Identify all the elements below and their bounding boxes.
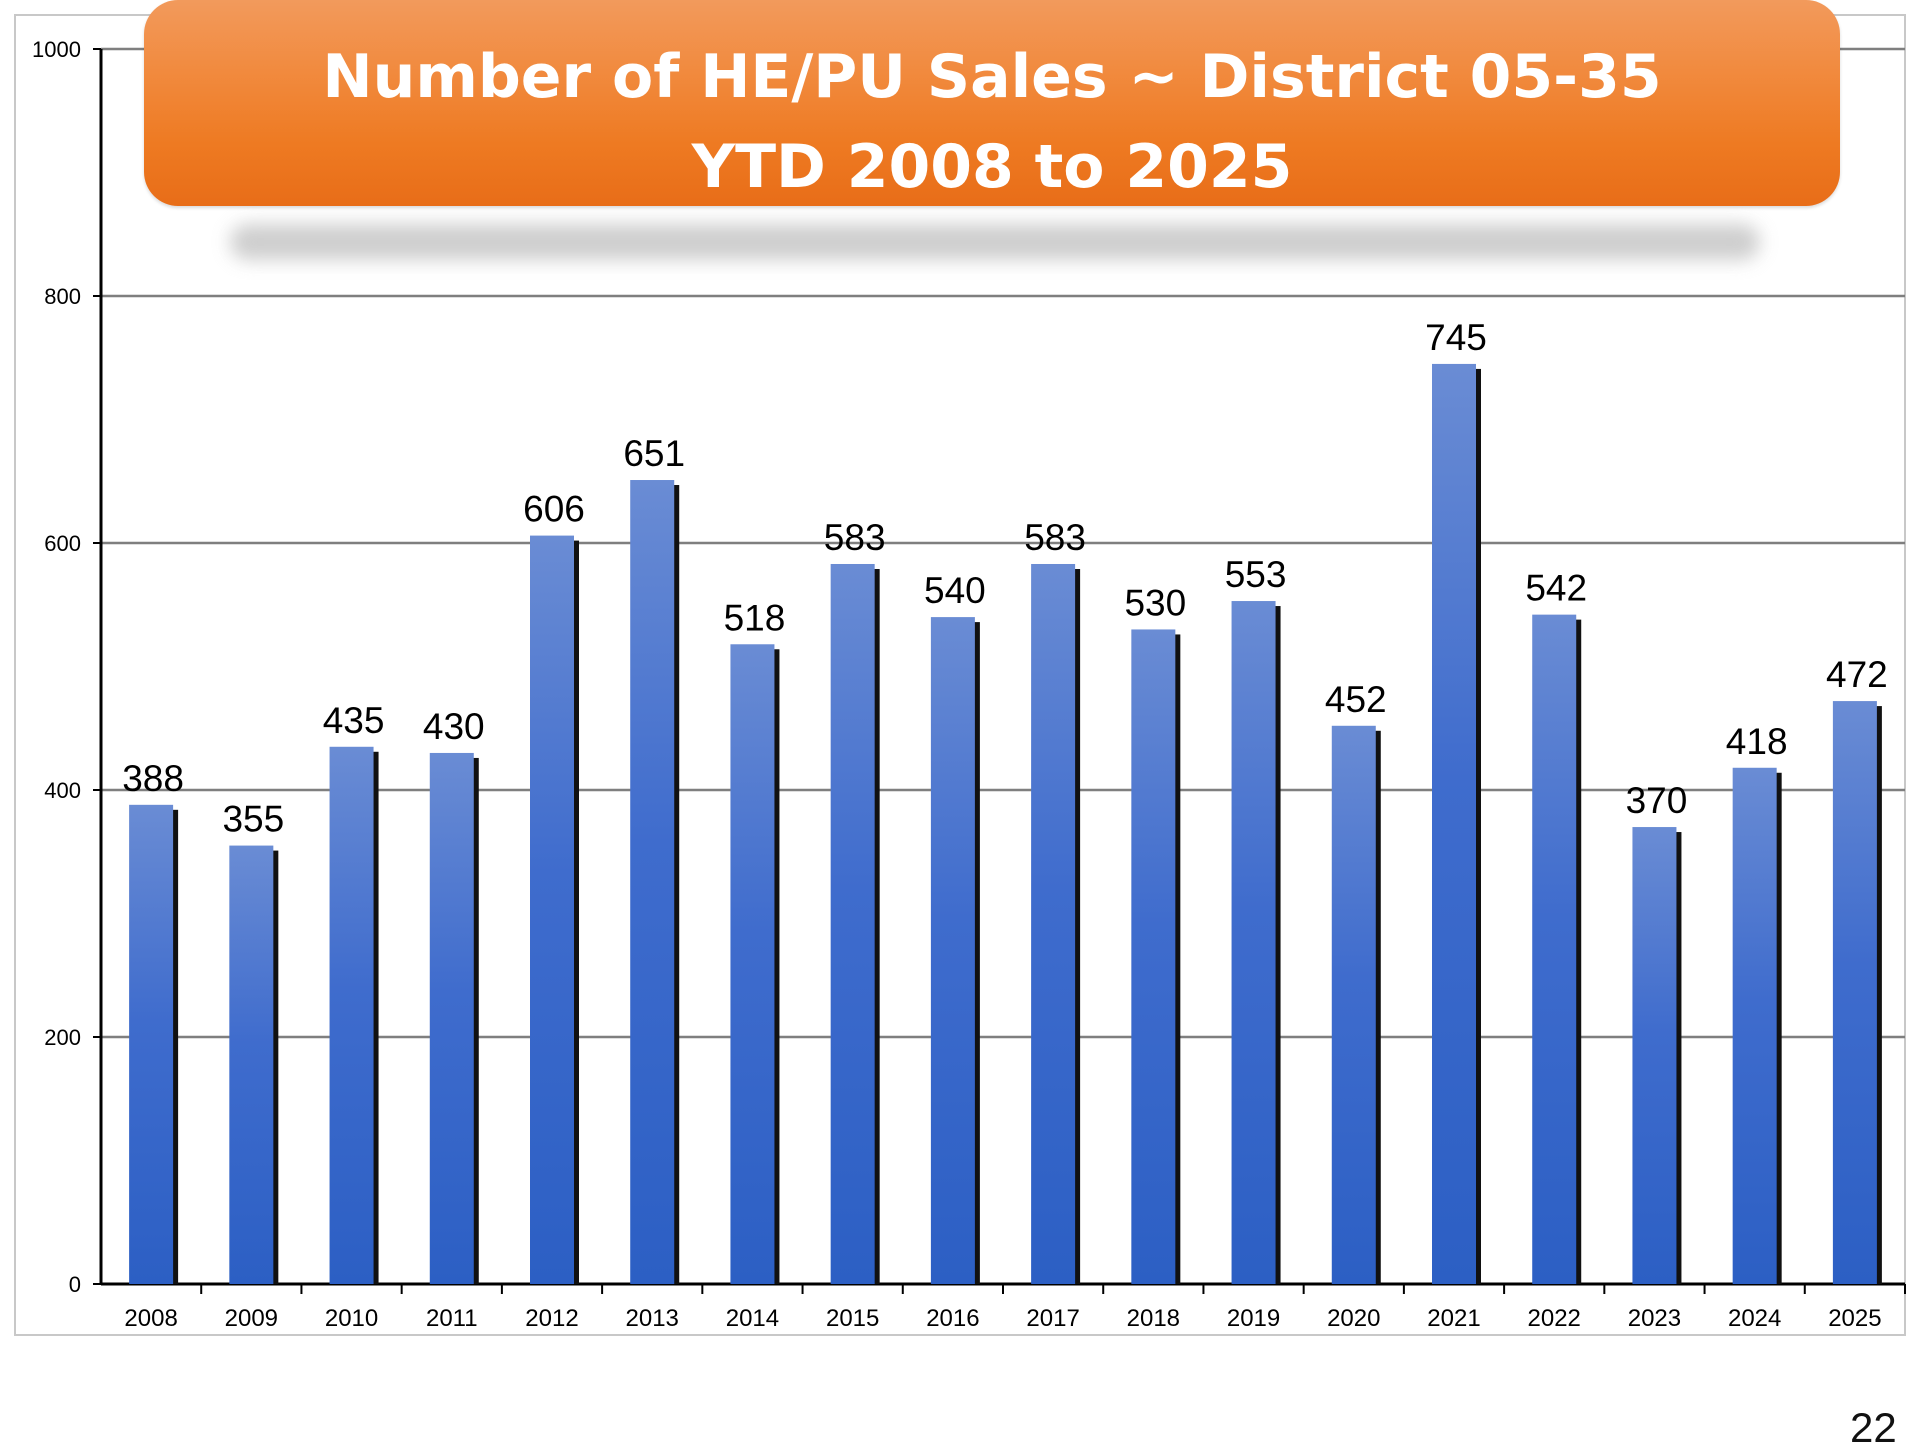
- bar-2012: [530, 535, 574, 1284]
- x-tick-label: 2024: [1728, 1305, 1781, 1332]
- y-tick-label: 600: [44, 531, 81, 556]
- x-tick-labels: 2008 2009 2010 2011 2012 2013 2014 2015 2016 2017…: [124, 1305, 1881, 1332]
- data-label-2008: 388: [122, 758, 184, 799]
- data-label-2024: 418: [1726, 721, 1788, 762]
- x-tick-label: 2010: [325, 1305, 378, 1332]
- data-label-2012: 606: [523, 489, 585, 530]
- data-label-2014: 518: [724, 597, 786, 638]
- data-label-2019: 553: [1225, 554, 1287, 595]
- x-tick-label: 2022: [1528, 1305, 1581, 1332]
- chart-title: Number of HE/PU Sales ~ District 05-35: [322, 42, 1662, 112]
- bar-2023: [1632, 827, 1677, 1284]
- bar-2024: [1732, 767, 1777, 1284]
- x-tick-label: 2013: [626, 1305, 679, 1332]
- y-tick-label: 0: [69, 1272, 81, 1297]
- x-tick-label: 2021: [1427, 1305, 1480, 1332]
- x-tick-label: 2017: [1026, 1305, 1079, 1332]
- data-label-2020: 452: [1325, 679, 1387, 720]
- x-tick-label: 2014: [726, 1305, 779, 1332]
- x-tick-label: 2009: [225, 1305, 278, 1332]
- y-tick-label: 200: [44, 1025, 81, 1050]
- bar-2014: [730, 644, 775, 1284]
- data-label-2018: 530: [1124, 582, 1186, 623]
- bar-2010: [329, 746, 374, 1284]
- y-tick-labels: 0 200 400 600 800 1000: [32, 37, 81, 1297]
- title-banner-shadow: [230, 224, 1760, 260]
- data-label-2015: 583: [824, 517, 886, 558]
- bars: [129, 363, 1882, 1284]
- bar-2008: [129, 804, 174, 1284]
- data-label-2021: 745: [1425, 317, 1487, 358]
- data-label-2011: 430: [423, 706, 485, 747]
- bar-2013: [630, 480, 675, 1284]
- bar-2011: [429, 752, 474, 1284]
- chart-subtitle: YTD 2008 to 2025: [691, 132, 1293, 202]
- x-tick-label: 2016: [926, 1305, 979, 1332]
- x-tick-label: 2020: [1327, 1305, 1380, 1332]
- x-tick-label: 2008: [124, 1305, 177, 1332]
- bar-2021: [1432, 363, 1476, 1284]
- x-tick-label: 2015: [826, 1305, 879, 1332]
- bar-2019: [1231, 601, 1276, 1284]
- bar-2018: [1131, 629, 1176, 1284]
- bar-2017: [1031, 563, 1076, 1284]
- title-banner: [144, 0, 1840, 206]
- bar-2022: [1532, 614, 1577, 1284]
- bar-2009: [229, 845, 274, 1284]
- data-label-2023: 370: [1626, 780, 1688, 821]
- x-tick-label: 2019: [1227, 1305, 1280, 1332]
- bar-2016: [930, 617, 975, 1284]
- data-label-2017: 583: [1024, 517, 1086, 558]
- page-number: 22: [1850, 1404, 1897, 1451]
- x-tick-label: 2025: [1828, 1305, 1881, 1332]
- axes: [93, 48, 1906, 1294]
- y-tick-label: 1000: [32, 37, 81, 62]
- data-label-2013: 651: [623, 433, 685, 474]
- data-label-2022: 542: [1525, 568, 1587, 609]
- x-tick-label: 2011: [426, 1305, 478, 1332]
- bar-2015: [830, 563, 875, 1284]
- y-tick-label: 800: [44, 284, 81, 309]
- data-label-2025: 472: [1826, 654, 1888, 695]
- y-tick-label: 400: [44, 778, 81, 803]
- bar-2025: [1832, 701, 1877, 1284]
- bar-2020: [1331, 725, 1376, 1284]
- x-tick-label: 2012: [525, 1305, 578, 1332]
- x-tick-label: 2018: [1127, 1305, 1180, 1332]
- data-labels: 388 355 435 430 606 651 518 583 540 583 530 553 452 7…: [122, 317, 1888, 840]
- data-label-2016: 540: [924, 570, 986, 611]
- x-tick-label: 2023: [1628, 1305, 1681, 1332]
- data-label-2009: 355: [222, 799, 284, 840]
- chart-title-block: Number of HE/PU Sales ~ District 05-35 Y…: [144, 32, 1840, 212]
- data-label-2010: 435: [323, 700, 385, 741]
